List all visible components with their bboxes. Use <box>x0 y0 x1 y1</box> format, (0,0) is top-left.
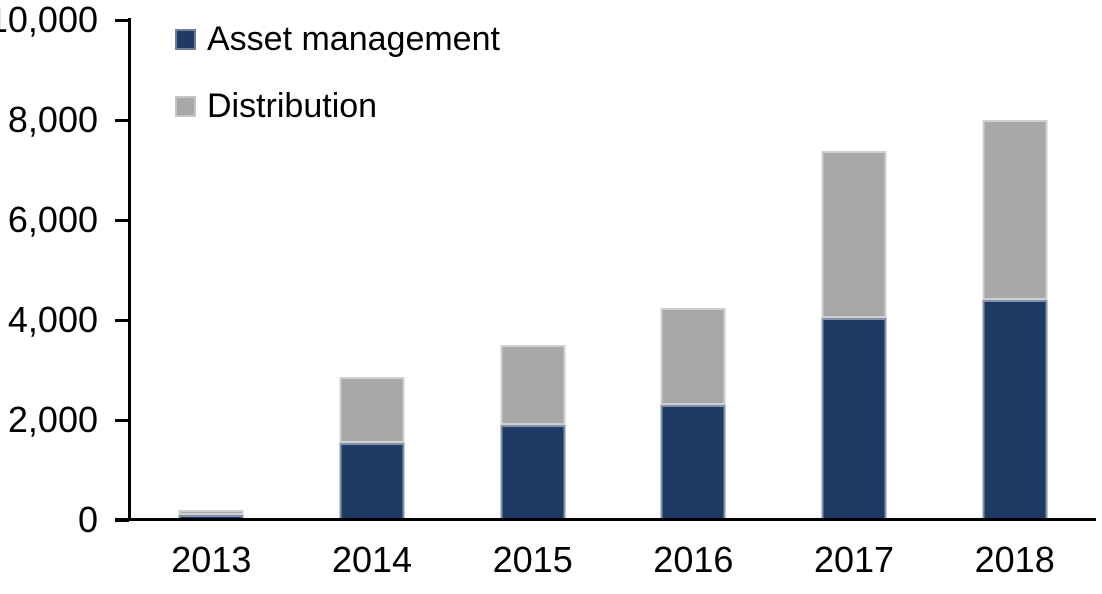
y-axis-tick-mark-4-000 <box>115 318 129 322</box>
y-axis-tick-label-0: 0 <box>77 499 98 540</box>
bar-2013 <box>178 510 244 520</box>
legend-label-distribution: Distribution <box>207 87 378 125</box>
y-axis-tick-label-4-000: 4,000 <box>7 299 98 340</box>
bar-2018 <box>982 120 1048 520</box>
bar-2017 <box>821 151 887 520</box>
bar-segment-2014-asset-management <box>339 442 405 520</box>
y-axis-tick-label-6-000: 6,000 <box>7 199 98 240</box>
bar-segment-2013-asset-management <box>178 515 244 520</box>
legend-item-distribution: Distribution <box>175 86 500 126</box>
bar-segment-2017-distribution <box>821 151 887 318</box>
bar-segment-2017-asset-management <box>821 317 887 520</box>
bar-2015 <box>500 345 566 520</box>
bar-slot-2015 <box>452 20 613 520</box>
bar-segment-2018-distribution <box>982 120 1048 300</box>
bar-slot-2018 <box>934 20 1095 520</box>
bar-segment-2018-asset-management <box>982 300 1048 520</box>
y-axis-line <box>128 18 131 521</box>
legend: Asset management Distribution <box>175 19 500 126</box>
bar-slot-2017 <box>774 20 935 520</box>
bar-2014 <box>339 377 405 520</box>
legend-swatch-asset-management-icon <box>175 28 196 50</box>
y-axis-tick-label-8-000: 8,000 <box>7 99 98 140</box>
bar-segment-2015-asset-management <box>500 425 566 520</box>
bar-2016 <box>660 307 726 520</box>
x-axis-label-2017: 2017 <box>813 539 895 580</box>
y-axis-tick-mark-6-000 <box>115 218 129 222</box>
y-axis-tick-mark-2-000 <box>115 418 129 422</box>
bar-segment-2016-asset-management <box>660 405 726 520</box>
x-axis-label-2013: 2013 <box>171 539 252 580</box>
legend-label-asset-management: Asset management <box>207 20 500 58</box>
y-axis-tick-label-10-000: 10,000 <box>0 0 98 40</box>
x-axis-label-2018: 2018 <box>974 539 1055 580</box>
legend-swatch-distribution-icon <box>175 95 196 117</box>
x-axis-label-2016: 2016 <box>653 539 734 580</box>
bar-segment-2013-distribution <box>178 510 244 515</box>
x-axis-label-2014: 2014 <box>331 539 413 580</box>
bar-segment-2014-distribution <box>339 377 405 443</box>
y-axis-tick-mark-10-000 <box>115 18 129 22</box>
legend-item-asset-management: Asset management <box>175 19 500 59</box>
bar-slot-2013 <box>131 20 292 520</box>
x-axis-line <box>115 518 1096 521</box>
y-axis-tick-label-2-000: 2,000 <box>7 399 98 440</box>
bar-slot-2016 <box>613 20 774 520</box>
y-axis-tick-mark-8-000 <box>115 118 129 122</box>
bar-segment-2016-distribution <box>660 307 726 405</box>
x-axis-labels: 2013 2014 2015 2016 2017 2018 <box>131 540 1095 580</box>
bar-segment-2015-distribution <box>500 345 566 425</box>
x-axis-label-2015: 2015 <box>492 539 573 580</box>
plot-area <box>131 20 1095 520</box>
bar-slot-2014 <box>292 20 453 520</box>
